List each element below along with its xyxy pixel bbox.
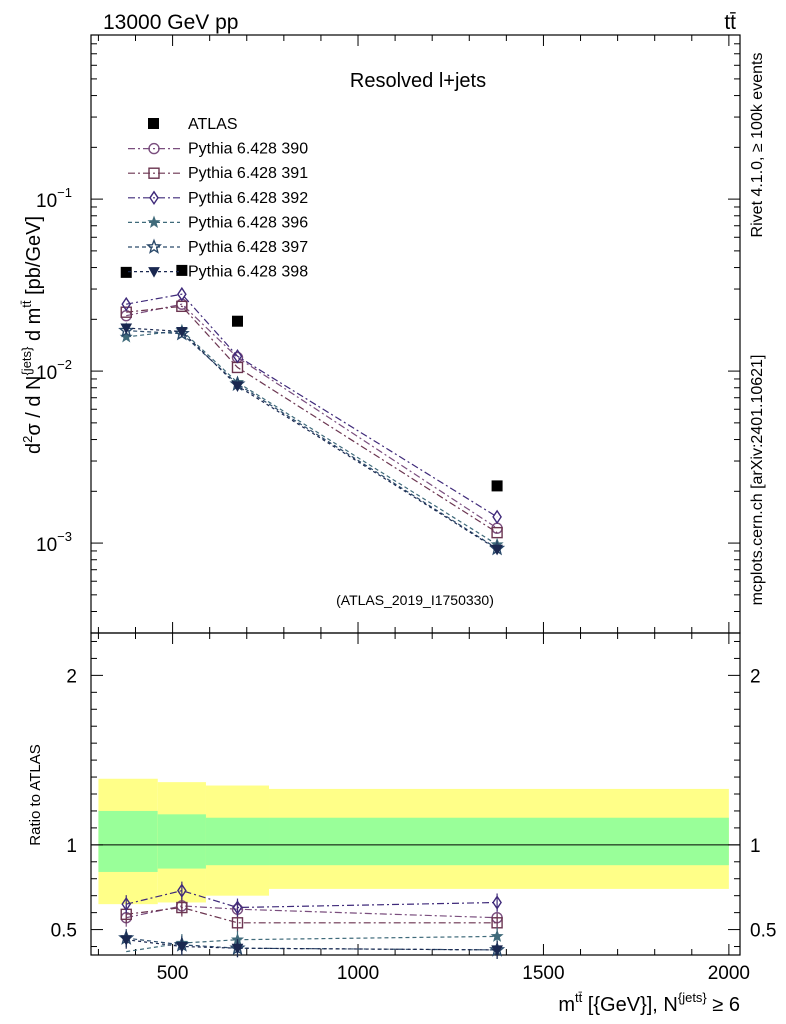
legend-label: ATLAS (188, 116, 238, 133)
x-tick-label: 1000 (337, 963, 379, 984)
ratio-y-tick-label-right: 1 (750, 836, 761, 857)
series-point (231, 381, 244, 392)
header-left: 13000 GeV pp (103, 11, 238, 34)
ratio-series-line (126, 906, 498, 924)
analysis-watermark: (ATLAS_2019_I1750330) (336, 592, 494, 608)
ratio-band-inner (98, 810, 158, 872)
ratio-y-tick-label: 0.5 (51, 921, 77, 942)
series-point (491, 544, 503, 556)
ratio-point (231, 917, 244, 929)
series-point (120, 323, 133, 335)
ratio-point (491, 945, 503, 956)
legend-marker-atlas (148, 118, 159, 129)
series-point (491, 526, 503, 539)
legend-marker (149, 190, 159, 206)
data-point (491, 480, 503, 492)
series-point (176, 326, 188, 338)
ratio-point (121, 896, 132, 912)
header-right: tt̄ (724, 11, 736, 34)
ratio-band-inner (157, 814, 206, 869)
ratio-series-line (126, 939, 498, 951)
x-tick-label: 2000 (708, 963, 750, 984)
legend-label: Pythia 6.428 396 (188, 214, 308, 231)
legend-marker (147, 215, 161, 229)
legend: ATLAS Pythia 6.428 390 Pythia 6.428 391 Pyt… (128, 116, 308, 281)
chart-title: Resolved l+jets (350, 70, 486, 92)
ratio-y-tick-label-right: 0.5 (750, 921, 776, 942)
y-axis-label: d2σ / d N{jets} d mtt̄ [pb/GeV] (19, 216, 45, 454)
series-point (120, 306, 132, 318)
x-axis-label: mtt̄ [{GeV}], N{jets} ≥ 6 (558, 990, 740, 1016)
main-panel: 10−310−210−1 (36, 34, 741, 634)
x-tick-label: 500 (157, 963, 189, 984)
ratio-band-inner (269, 817, 729, 866)
mcplots-label: mcplots.cern.ch [arXiv:2401.10621] (749, 355, 766, 606)
y-tick-exponent: −1 (57, 185, 72, 200)
ratio-point (490, 929, 504, 942)
legend-marker (148, 167, 160, 179)
series-line (126, 327, 498, 550)
legend-marker (145, 238, 163, 254)
ratio-y-tick-label: 2 (66, 666, 77, 687)
ratio-point (177, 883, 187, 898)
ratio-series-line (126, 889, 498, 909)
series-point (177, 286, 187, 302)
ratio-point (232, 900, 243, 915)
ratio-y-label: Ratio to ATLAS (27, 744, 44, 845)
y-tick-exponent: −2 (57, 357, 72, 372)
ratio-point (176, 942, 188, 953)
data-point (176, 264, 188, 276)
ratio-point (492, 895, 502, 910)
ratio-point (120, 935, 133, 946)
ratio-y-tick-label-right: 2 (750, 666, 761, 687)
rivet-label: Rivet 4.1.0, ≥ 100k events (749, 53, 766, 238)
series-line (126, 303, 498, 529)
y-tick-exponent: −3 (57, 529, 72, 544)
ratio-point (176, 901, 188, 914)
ratio-y-tick-label: 1 (66, 836, 77, 857)
series-line (126, 329, 498, 546)
legend-label: Pythia 6.428 398 (188, 264, 308, 281)
data-point (120, 266, 132, 278)
legend-marker (148, 267, 160, 278)
legend-label: Pythia 6.428 391 (188, 165, 308, 182)
y-tick-label: 10−3 (36, 529, 72, 556)
series-line (126, 330, 498, 550)
legend-marker (148, 142, 160, 155)
ratio-series-line (126, 935, 498, 953)
legend-label: Pythia 6.428 397 (188, 239, 308, 256)
series-line (126, 305, 498, 534)
ratio-point (231, 943, 244, 955)
series-point (121, 296, 132, 312)
series-point (492, 509, 502, 525)
legend-label: Pythia 6.428 392 (188, 190, 308, 207)
data-point (231, 315, 243, 327)
ratio-band-inner (205, 817, 270, 866)
legend-label: Pythia 6.428 390 (188, 141, 308, 158)
ratio-series-line (126, 905, 498, 919)
y-tick-label: 10−1 (36, 185, 72, 212)
series-point (232, 348, 243, 364)
x-tick-label: 1500 (522, 963, 564, 984)
